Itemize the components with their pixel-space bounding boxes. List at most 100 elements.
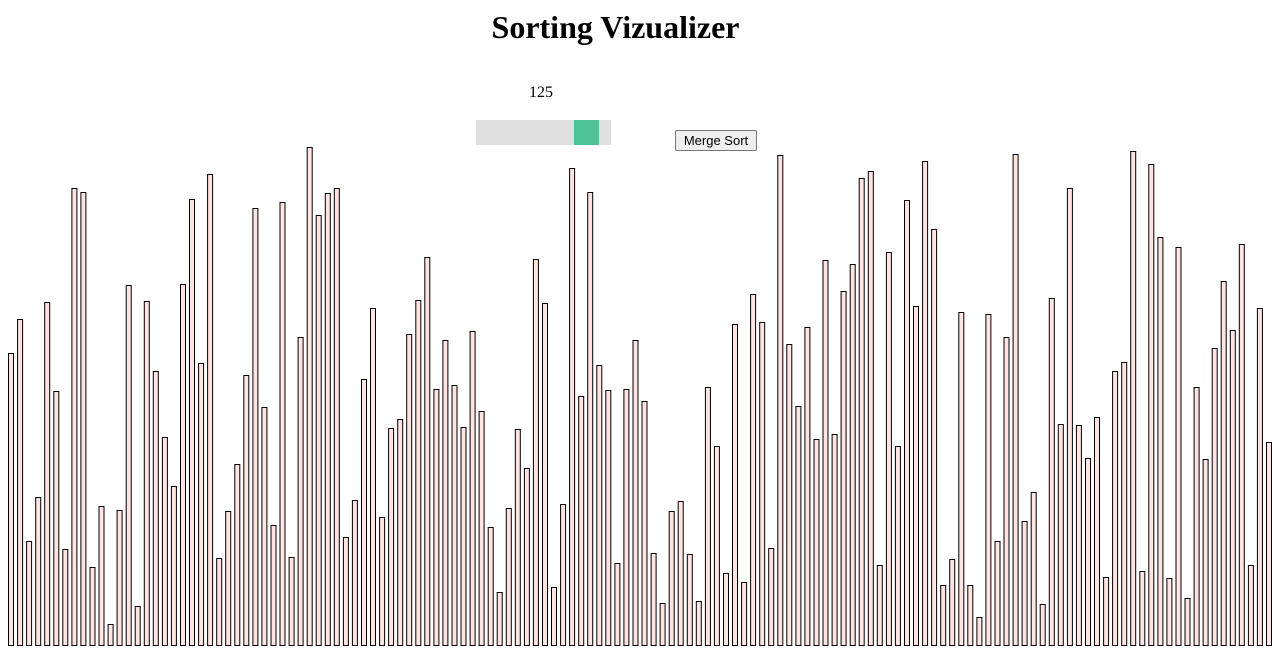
array-size-value: 125 [529,84,553,101]
array-bar [876,565,883,646]
array-bar [1202,459,1209,646]
array-bar [80,192,87,646]
array-bar [1094,417,1100,646]
array-bar [686,554,693,646]
array-bar [71,188,78,646]
array-bar [306,147,313,646]
array-bar [1247,565,1254,646]
array-bar [116,510,123,646]
array-bar [831,434,838,646]
array-bar [397,419,404,646]
array-bar [940,585,947,646]
array-bar [605,390,612,646]
array-bar [424,257,431,646]
array-bar [243,375,250,646]
array-bar [361,379,367,646]
array-bar [1166,578,1173,646]
array-bar [170,486,177,646]
array-bar [216,558,223,646]
array-bar [813,439,820,646]
array-bar [542,303,548,646]
array-bar [1130,151,1137,646]
array-bar [451,385,458,646]
array-bar [1066,188,1073,646]
array-bar [786,344,793,646]
array-bar [994,541,1001,646]
array-bar [333,188,340,646]
array-bar [632,340,639,646]
merge-sort-button[interactable]: Merge Sort [675,130,757,151]
array-bar [1012,154,1019,646]
array-bar [523,468,530,646]
array-bar [849,264,856,646]
array-bar [704,387,711,646]
array-bar [433,389,440,646]
array-bar [750,294,757,646]
array-bar [695,601,702,646]
array-bar [324,193,331,646]
array-bar [261,407,268,646]
array-size-slider[interactable] [476,120,611,145]
array-bar [125,285,132,646]
array-bar [62,549,69,646]
array-bar [1238,244,1245,646]
array-bar [922,161,929,646]
array-bar [931,229,938,646]
array-bar [822,260,829,646]
array-bar [759,322,766,646]
array-bar [894,446,901,646]
array-bar [795,406,802,646]
array-bar [342,537,349,646]
array-bar [1021,521,1028,646]
array-bar [252,208,259,646]
array-bar [1039,604,1046,646]
array-bar [89,567,96,646]
array-bar [1139,571,1146,646]
array-bar [225,511,232,646]
array-bar [1003,337,1010,646]
array-size-slider-thumb[interactable] [574,120,599,145]
array-bar [641,401,648,646]
array-bar [297,337,304,646]
array-bar [189,199,195,646]
array-bar [1112,371,1119,646]
array-bar [840,291,847,646]
array-bar [134,606,141,646]
array-bar [44,302,51,646]
array-bar [985,314,992,646]
array-bar [1256,308,1263,646]
array-bar [505,508,512,646]
array-bar [370,308,376,646]
array-bar [858,178,865,646]
array-bar [415,300,422,646]
array-bar [1030,492,1037,646]
array-bar [885,252,892,646]
array-bar [460,427,467,646]
array-bar [478,411,485,646]
array-bar [741,582,748,646]
array-bar [1220,281,1227,646]
array-bar [713,446,720,646]
array-bar [623,389,630,646]
array-bar [913,306,919,646]
array-bar [8,353,14,646]
array-bar [1266,442,1272,646]
array-bar [53,391,60,646]
array-bar [143,301,150,646]
array-bar [723,573,729,646]
array-bar [596,365,603,646]
array-bar [650,553,657,646]
array-bar [279,202,286,646]
array-bar [958,312,965,646]
array-bar [777,155,784,646]
array-bar [904,200,910,646]
array-bar [1075,425,1082,646]
array-bar [406,334,413,646]
array-bar [17,319,24,646]
array-bar [379,517,386,646]
array-bar [1148,164,1155,646]
array-bar [1085,458,1091,646]
array-bar [867,171,874,646]
array-bar [107,624,114,646]
array-bar [1193,387,1200,646]
